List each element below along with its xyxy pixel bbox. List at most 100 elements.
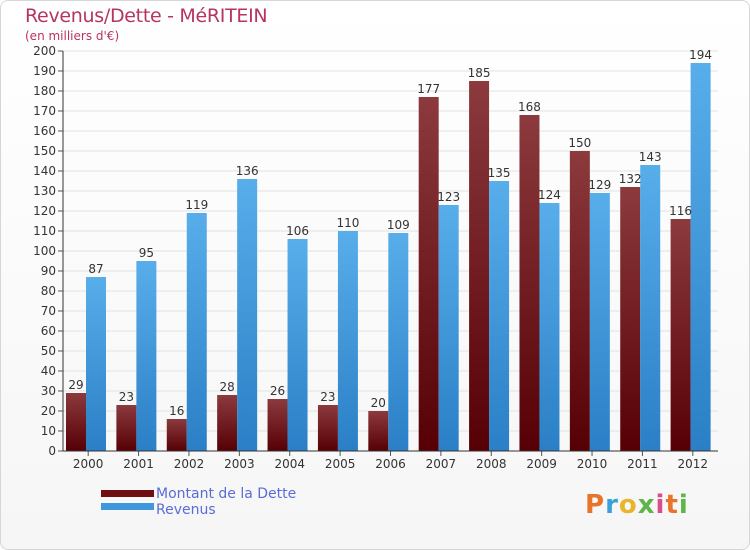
y-tick-label: 140 bbox=[33, 164, 56, 178]
data-label: 129 bbox=[588, 178, 611, 192]
y-tick-label: 90 bbox=[41, 264, 56, 278]
data-label: 135 bbox=[488, 166, 511, 180]
chart-subtitle: (en milliers d'€) bbox=[25, 29, 120, 43]
data-label: 110 bbox=[336, 216, 359, 230]
bar-revenus-2001 bbox=[136, 261, 157, 451]
bar-revenus-2004 bbox=[287, 239, 308, 451]
data-label: 28 bbox=[220, 380, 235, 394]
y-axis-ticks: 0 10 20 30 40 50 60 70 80 90 100 110 120 130 140 150 160… bbox=[33, 44, 63, 458]
bar-revenus-2008 bbox=[489, 181, 510, 451]
x-tick-label: 2009 bbox=[526, 457, 557, 471]
data-label: 20 bbox=[371, 396, 386, 410]
bar-dette-2007 bbox=[418, 97, 439, 451]
bar-revenus-2006 bbox=[388, 233, 409, 451]
bar-revenus-2003 bbox=[237, 179, 258, 451]
data-label: 116 bbox=[669, 204, 692, 218]
data-label: 16 bbox=[169, 404, 184, 418]
y-tick-label: 120 bbox=[33, 204, 56, 218]
bar-revenus-2005 bbox=[337, 231, 358, 451]
bar-dette-2001 bbox=[116, 405, 137, 451]
y-tick-label: 110 bbox=[33, 224, 56, 238]
axes bbox=[62, 51, 718, 452]
y-tick-label: 0 bbox=[48, 444, 56, 458]
y-tick-label: 70 bbox=[41, 304, 56, 318]
bar-dette-2006 bbox=[368, 411, 389, 451]
data-label: 87 bbox=[88, 262, 103, 276]
x-tick-label: 2005 bbox=[325, 457, 356, 471]
y-tick-label: 60 bbox=[41, 324, 56, 338]
bar-revenus-2002 bbox=[186, 213, 207, 451]
data-label: 26 bbox=[270, 384, 285, 398]
bar-dette-2012 bbox=[670, 219, 691, 451]
y-tick-label: 150 bbox=[33, 144, 56, 158]
data-label: 109 bbox=[387, 218, 410, 232]
y-tick-label: 80 bbox=[41, 284, 56, 298]
bar-revenus-2012 bbox=[690, 63, 711, 451]
legend-label-debt: Montant de la Dette bbox=[156, 486, 297, 502]
data-label: 95 bbox=[139, 246, 154, 260]
bar-dette-2009 bbox=[519, 115, 540, 451]
data-label: 185 bbox=[468, 66, 491, 80]
x-tick-label: 2012 bbox=[678, 457, 709, 471]
x-tick-label: 2003 bbox=[224, 457, 255, 471]
x-tick-label: 2010 bbox=[577, 457, 608, 471]
x-tick-label: 2008 bbox=[476, 457, 507, 471]
data-label: 194 bbox=[689, 48, 712, 62]
y-tick-label: 160 bbox=[33, 124, 56, 138]
y-tick-label: 40 bbox=[41, 364, 56, 378]
y-tick-label: 50 bbox=[41, 344, 56, 358]
y-tick-label: 180 bbox=[33, 84, 56, 98]
bar-dette-2011 bbox=[620, 187, 641, 451]
y-tick-label: 20 bbox=[41, 404, 56, 418]
bar-revenus-2007 bbox=[438, 205, 459, 451]
data-label: 123 bbox=[437, 190, 460, 204]
bar-dette-2002 bbox=[166, 419, 187, 451]
bars bbox=[66, 63, 711, 451]
chart-title: Revenus/Dette - MéRITEIN bbox=[25, 5, 268, 27]
bar-dette-2003 bbox=[217, 395, 238, 451]
legend-swatch-debt bbox=[101, 490, 154, 497]
data-label: 168 bbox=[518, 100, 541, 114]
y-tick-label: 130 bbox=[33, 184, 56, 198]
data-label: 177 bbox=[417, 82, 440, 96]
x-tick-label: 2002 bbox=[174, 457, 205, 471]
data-label: 143 bbox=[639, 150, 662, 164]
bar-revenus-2011 bbox=[640, 165, 661, 451]
x-tick-label: 2004 bbox=[274, 457, 305, 471]
data-labels: 29 87 23 95 16 119 28 136 26 106 23 110 20 109 177 123 1… bbox=[68, 48, 712, 418]
y-tick-label: 170 bbox=[33, 104, 56, 118]
bar-revenus-2010 bbox=[589, 193, 610, 451]
x-tick-label: 2011 bbox=[627, 457, 658, 471]
data-label: 124 bbox=[538, 188, 561, 202]
data-label: 132 bbox=[619, 172, 642, 186]
bar-dette-2004 bbox=[267, 399, 288, 451]
bar-revenus-2009 bbox=[539, 203, 560, 451]
x-tick-label: 2001 bbox=[123, 457, 154, 471]
y-tick-label: 190 bbox=[33, 64, 56, 78]
bar-dette-2000 bbox=[66, 393, 86, 451]
y-tick-label: 10 bbox=[41, 424, 56, 438]
y-tick-label: 100 bbox=[33, 244, 56, 258]
bar-dette-2005 bbox=[317, 405, 338, 451]
data-label: 119 bbox=[185, 198, 208, 212]
x-tick-label: 2000 bbox=[73, 457, 104, 471]
bar-dette-2010 bbox=[569, 151, 590, 451]
x-tick-label: 2007 bbox=[426, 457, 457, 471]
proxiti-logo: Proxiti bbox=[585, 490, 689, 520]
x-tick-label: 2006 bbox=[375, 457, 406, 471]
y-tick-label: 200 bbox=[33, 44, 56, 58]
bar-revenus-2000 bbox=[86, 277, 106, 451]
data-label: 29 bbox=[68, 378, 83, 392]
data-label: 106 bbox=[286, 224, 309, 238]
data-label: 23 bbox=[320, 390, 335, 404]
bar-dette-2008 bbox=[469, 81, 490, 451]
y-tick-label: 30 bbox=[41, 384, 56, 398]
legend-swatch-revenus bbox=[101, 503, 154, 510]
x-axis-ticks: 2000 2001 2002 2003 2004 2005 2006 2007 2008 2009… bbox=[73, 451, 708, 471]
legend-label-revenus: Revenus bbox=[156, 502, 216, 518]
data-label: 23 bbox=[119, 390, 134, 404]
data-label: 136 bbox=[236, 164, 259, 178]
data-label: 150 bbox=[568, 136, 591, 150]
